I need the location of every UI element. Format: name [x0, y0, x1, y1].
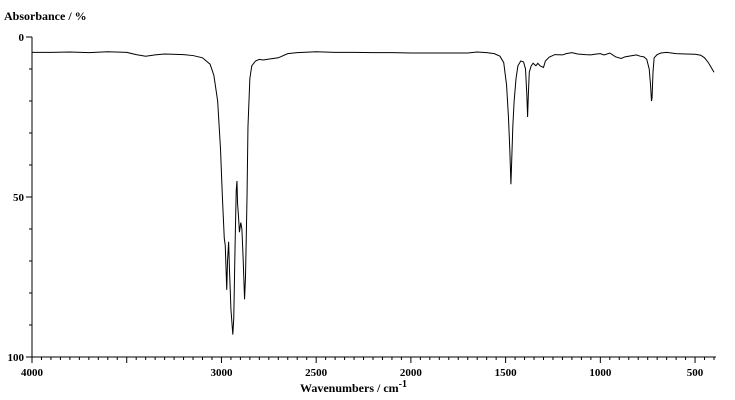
y-axis-title: Absorbance / %	[4, 9, 87, 23]
y-tick-label: 50	[13, 192, 25, 204]
x-tick-label: 2000	[400, 367, 423, 379]
x-axis-title-main: Wavenumbers / cm	[300, 381, 399, 395]
x-axis-title-exponent: -1	[399, 379, 407, 390]
x-tick-label: 4000	[21, 367, 44, 379]
y-tick-label: 0	[19, 32, 25, 44]
x-tick-label: 1500	[495, 367, 518, 379]
ticks	[26, 36, 715, 363]
x-tick-label: 1000	[589, 367, 612, 379]
tick-labels: 4000 3000 2500 2000 1500 1000 500 0 50 100	[8, 32, 704, 379]
x-tick-label: 500	[687, 367, 704, 379]
spectrum-line	[32, 51, 715, 335]
x-tick-label: 3000	[210, 367, 233, 379]
y-tick-label: 100	[8, 352, 25, 364]
x-axis-title: Wavenumbers / cm-1	[300, 379, 407, 395]
x-tick-label: 2500	[305, 367, 328, 379]
axes	[31, 37, 716, 358]
